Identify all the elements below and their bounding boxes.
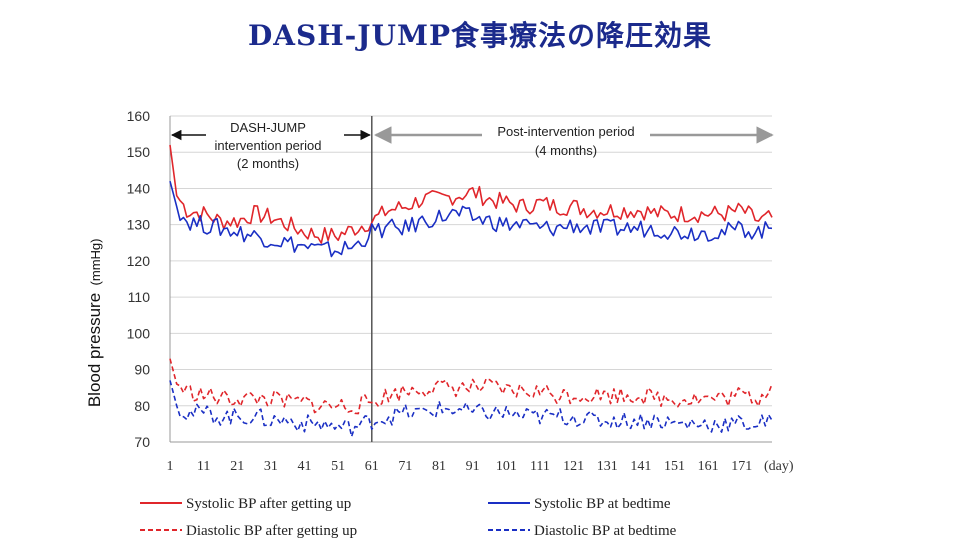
series-lines xyxy=(169,144,773,438)
legend-label: Systolic BP at bedtime xyxy=(534,496,671,512)
x-tick-label: 151 xyxy=(664,459,685,474)
y-tick-label: 150 xyxy=(127,144,151,160)
x-tick-label: 121 xyxy=(563,459,584,474)
x-tick-label: 11 xyxy=(197,459,210,474)
series-line xyxy=(169,144,773,244)
annotations: DASH-JUMP intervention period (2 months) Po… xyxy=(170,120,774,171)
x-tick-label: 91 xyxy=(466,459,480,474)
x-tick-label: 81 xyxy=(432,459,446,474)
x-tick-labels: 1 11 21 31 41 51 61 71 81 91 101 111 121 131 141 151 161… xyxy=(167,459,753,474)
x-tick-label: 131 xyxy=(597,459,618,474)
annotation-text: Post-intervention period xyxy=(497,124,634,139)
y-tick-label: 80 xyxy=(134,398,150,414)
x-tick-label: 31 xyxy=(264,459,278,474)
series-line xyxy=(169,180,773,258)
grid-lines xyxy=(169,115,772,443)
y-tick-label: 100 xyxy=(127,325,151,341)
x-tick-label: 71 xyxy=(398,459,412,474)
x-tick-label: 1 xyxy=(167,459,174,474)
y-tick-labels: 70 80 90 100 110 120 130 140 150 160 xyxy=(127,108,151,450)
legend: Systolic BP after getting up Systolic BP … xyxy=(140,496,677,539)
x-axis-unit: (day) xyxy=(764,459,794,474)
y-tick-label: 110 xyxy=(128,289,151,305)
series-line xyxy=(169,358,773,415)
x-tick-label: 111 xyxy=(530,459,550,474)
annotation-text: (2 months) xyxy=(237,156,299,171)
x-tick-label: 61 xyxy=(365,459,379,474)
legend-label: Diastolic BP at bedtime xyxy=(534,523,677,539)
legend-label: Diastolic BP after getting up xyxy=(186,523,357,539)
series-line xyxy=(169,380,773,438)
annotation-text: (4 months) xyxy=(535,143,597,158)
annotation-text: intervention period xyxy=(215,138,322,153)
x-tick-label: 21 xyxy=(230,459,244,474)
x-tick-label: 161 xyxy=(698,459,719,474)
y-tick-label: 130 xyxy=(127,217,151,233)
y-tick-label: 120 xyxy=(127,253,151,269)
slide-title: DASH-JUMP食事療法の降圧効果 xyxy=(247,19,713,52)
y-tick-label: 140 xyxy=(127,180,151,196)
x-tick-label: 171 xyxy=(731,459,752,474)
x-tick-label: 141 xyxy=(630,459,651,474)
y-axis-unit: (mmHg) xyxy=(88,239,103,286)
x-tick-label: 101 xyxy=(496,459,517,474)
y-tick-label: 90 xyxy=(134,362,150,378)
y-tick-label: 70 xyxy=(134,434,150,450)
y-axis-label: Blood pressure xyxy=(85,293,104,407)
legend-label: Systolic BP after getting up xyxy=(186,496,351,512)
x-tick-label: 51 xyxy=(331,459,345,474)
x-tick-label: 41 xyxy=(298,459,312,474)
annotation-text: DASH-JUMP xyxy=(230,120,306,135)
y-tick-label: 160 xyxy=(127,108,151,124)
